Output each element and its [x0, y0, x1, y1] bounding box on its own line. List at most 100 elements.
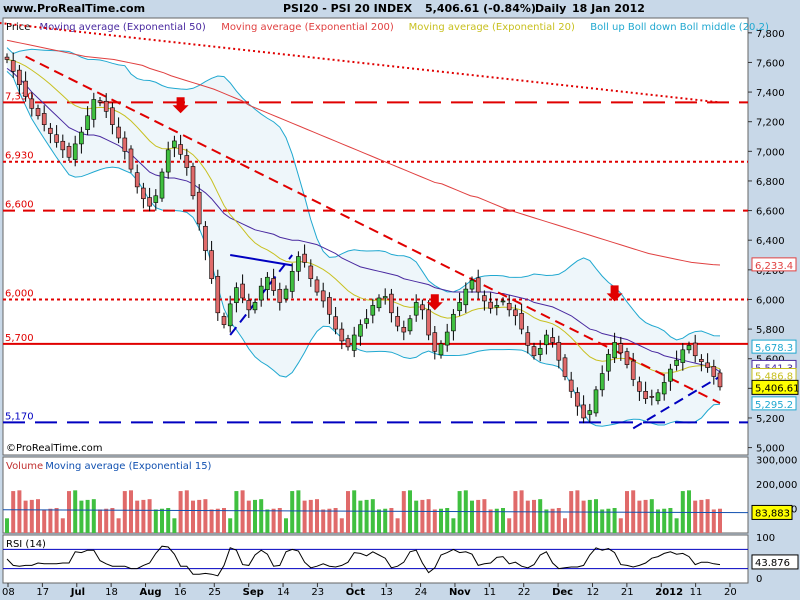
candle-body [234, 287, 239, 304]
ema200-line [6, 39, 721, 266]
price-label: 5,678.3 [755, 343, 793, 354]
volume-bar [563, 518, 567, 533]
volume-bar [98, 509, 102, 533]
price-legend-item: Moving average (Exponential 200) [221, 22, 394, 33]
title-bar: www.ProRealTime.com PSI20 - PSI 20 INDEX… [0, 2, 800, 16]
price-axis-label: 5,800 [756, 325, 785, 336]
volume-bar [73, 490, 78, 533]
signal-arrow-icon [606, 285, 623, 302]
candle-body [271, 278, 276, 291]
ema20-line [6, 58, 721, 374]
time-axis-label: 12 [586, 587, 599, 598]
volume-bar [339, 518, 344, 533]
horizontal-level-label: 5,700 [5, 333, 34, 344]
volume-panel [2, 456, 749, 534]
price-axis-label: 6,400 [756, 236, 785, 247]
signal-arrow-icon [426, 294, 443, 311]
price-label: 6,233.4 [755, 261, 793, 272]
volume-bar [556, 507, 561, 533]
volume-bar [116, 518, 121, 533]
volume-bar [631, 490, 636, 533]
price-axis-label: 5,200 [756, 414, 785, 425]
chart-date: 18 Jan 2012 [572, 2, 645, 15]
candle-body [568, 379, 574, 392]
candle-body [488, 301, 493, 309]
volume-bar [587, 499, 592, 533]
candle-body [246, 300, 252, 311]
volume-last-box [751, 504, 793, 520]
bollinger-lower-line [6, 70, 721, 427]
volume-bar [662, 508, 667, 533]
candle-body [97, 100, 103, 103]
volume-bar [687, 490, 691, 533]
candle-body [389, 293, 394, 314]
volume-legend-item: Volume [6, 461, 43, 472]
price-legend-item: Price [6, 22, 30, 33]
candle-body [283, 288, 289, 300]
volume-bar [606, 508, 611, 533]
candle-body [525, 332, 531, 346]
volume-bar [550, 508, 555, 533]
volume-bar [668, 507, 673, 533]
candle-body [451, 313, 456, 332]
trendline-long-dotted [0, 22, 721, 104]
rsi-line [6, 545, 721, 577]
candle-body [699, 359, 704, 362]
volume-last-label: 83,883 [755, 508, 790, 519]
volume-bar [290, 491, 295, 533]
volume-bar [544, 509, 549, 533]
candle-body [258, 285, 264, 301]
volume-bar [91, 499, 96, 533]
candle-body [674, 359, 679, 366]
volume-ema-line [2, 509, 749, 514]
volume-axis-label: 200,000 [756, 480, 797, 491]
volume-bar [581, 500, 586, 533]
candle-body [606, 353, 611, 372]
volume-bar [656, 509, 660, 533]
signal-arrow-icon [172, 97, 189, 114]
volume-bar [674, 518, 679, 533]
volume-bar [439, 508, 443, 533]
volume-bar [153, 509, 158, 533]
volume-bar [538, 499, 543, 533]
candle-body [581, 404, 586, 419]
candle-body [23, 80, 28, 97]
volume-bar [705, 499, 710, 533]
candle-body [593, 389, 599, 414]
candle-body [413, 302, 419, 316]
candle-body [116, 126, 121, 139]
volume-bar [17, 490, 22, 533]
last-price-label: 5,406.61 [755, 383, 800, 394]
volume-bar [253, 499, 257, 533]
volume-bar [246, 500, 251, 533]
price-legend-item: Boll up Boll down Boll middle (20,2) [590, 22, 769, 33]
candle-body [196, 191, 202, 225]
candle-body [203, 225, 208, 251]
candle-body [643, 391, 648, 400]
candle-body [221, 316, 227, 325]
volume-bar [234, 491, 239, 533]
candle-body [277, 289, 283, 303]
candle-body [655, 392, 661, 402]
volume-bar [346, 491, 350, 533]
price-axis-label: 7,000 [756, 147, 785, 158]
candle-body [190, 166, 196, 197]
candle-body [711, 366, 717, 377]
candle-body [302, 253, 307, 263]
volume-bar [29, 499, 34, 533]
time-axis-label: 20 [724, 587, 737, 598]
rsi-last-box [751, 554, 799, 570]
candle-body [333, 316, 338, 330]
volume-bar [184, 490, 189, 533]
volume-bar [209, 509, 214, 533]
site-url[interactable]: www.ProRealTime.com [3, 2, 146, 15]
candle-body [178, 144, 183, 155]
volume-bar [36, 499, 40, 533]
volume-bar [271, 508, 276, 533]
candle-body [612, 342, 617, 359]
candle-body [147, 197, 152, 207]
candle-body [630, 360, 636, 380]
candle-body [165, 149, 171, 173]
